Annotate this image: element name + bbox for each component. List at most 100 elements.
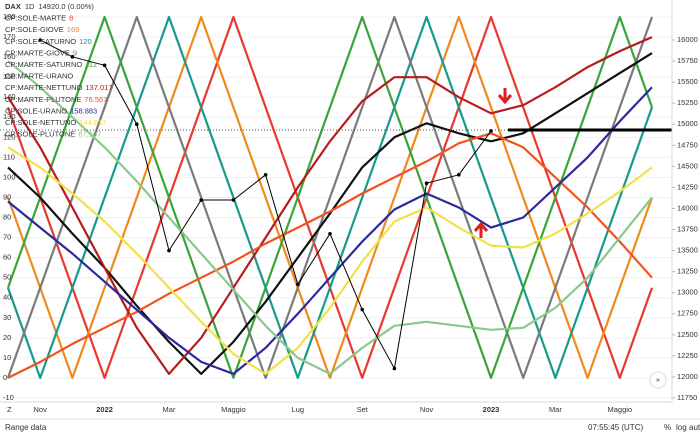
legend: CP:SOLE-MARTE 8 CP:SOLE-GIOVE 169 CP:SOLE-SA… xyxy=(5,14,113,139)
scroll-icon[interactable]: » xyxy=(656,375,660,384)
legend-entry: CP:MARTE-PLUTONE 76.567 xyxy=(5,95,107,104)
legend-entry: CP:MARTE-URANO xyxy=(5,72,73,81)
legend-value: 87.167 xyxy=(78,130,101,139)
y-tick-label: 50 xyxy=(3,273,11,282)
legend-value: 144.617 xyxy=(79,118,106,127)
y-tick-label: 170 xyxy=(3,32,16,41)
y-tick-label: 100 xyxy=(3,172,16,181)
series-line xyxy=(7,36,653,375)
legend-name: CP:MARTE-URANO xyxy=(5,72,73,81)
x-tick-label: Lug xyxy=(292,405,305,414)
series-line xyxy=(7,146,653,375)
x-tick-label: Nov xyxy=(34,405,48,414)
x-tick-label: Mar xyxy=(163,405,176,414)
y2-tick-label: 13750 xyxy=(677,225,698,234)
percent-toggle[interactable]: % xyxy=(664,423,671,432)
data-point xyxy=(199,198,203,202)
legend-entry: CP:SOLE-URANO 158.883 xyxy=(5,106,97,115)
legend-entry: CP:MARTE-GIOVE 9 xyxy=(5,48,77,57)
y-tick-label: 160 xyxy=(3,52,16,61)
y-tick-label: 90 xyxy=(3,192,11,201)
legend-title-row: DAX 1D 14920.0 (0.00%) xyxy=(5,2,94,11)
legend-name: CP:SOLE-SATURNO xyxy=(5,37,76,46)
y2-tick-label: 15750 xyxy=(677,56,698,65)
legend-name: CP:SOLE-GIOVE xyxy=(5,25,64,34)
legend-name: CP:MARTE-SATURNO xyxy=(5,60,82,69)
x-tick-label: 2023 xyxy=(483,405,500,414)
y2-tick-label: 12750 xyxy=(677,309,698,318)
data-point xyxy=(231,198,236,202)
legend-value: 8 xyxy=(69,14,73,23)
data-point xyxy=(70,55,75,59)
y2-tick-label: 13000 xyxy=(677,288,698,297)
x-tick-label: Nov xyxy=(420,405,434,414)
y-tick-label: 110 xyxy=(3,152,15,161)
y-tick-label: 30 xyxy=(3,313,11,322)
data-point xyxy=(392,366,397,371)
legend-name: CP:SOLE-NETTUNO xyxy=(5,118,76,127)
legend-entry: CP:SOLE-MARTE 8 xyxy=(5,14,73,23)
series-line xyxy=(6,15,654,379)
y2-tick-label: 13250 xyxy=(677,267,698,276)
data-point xyxy=(360,307,365,312)
legend-value: 76.567 xyxy=(84,95,107,104)
legend-name: CP:SOLE-URANO xyxy=(5,106,67,115)
range-label[interactable]: Range data xyxy=(5,423,47,432)
legend-entry: CP:MARTE-NETTUNO 137.017 xyxy=(5,83,113,92)
y-tick-label: 150 xyxy=(3,72,16,81)
y-tick-label: -10 xyxy=(3,393,14,402)
data-point xyxy=(328,231,332,236)
plot xyxy=(6,15,654,379)
x-tick-label: Maggio xyxy=(221,405,246,414)
y2-tick-label: 12000 xyxy=(677,372,698,381)
y-tick-label: 140 xyxy=(3,92,16,101)
legend-entry: CP:SOLE-SATURNO 120 xyxy=(5,37,92,46)
x-tick-label: Maggio xyxy=(607,405,632,414)
data-point xyxy=(263,172,268,177)
legend-name: CP:SOLE-PLUTONE xyxy=(5,130,75,139)
x-tick-label: 2022 xyxy=(96,405,113,414)
legend-value: 169 xyxy=(67,25,80,34)
legend-price: 14920.0 (0.00%) xyxy=(38,2,94,11)
scroll-button[interactable] xyxy=(649,371,667,389)
legend-title: DAX xyxy=(5,2,21,11)
legend-name: CP:MARTE-PLUTONE xyxy=(5,95,81,104)
data-point xyxy=(424,181,429,185)
series-line xyxy=(6,15,654,379)
y2-tick-label: 15500 xyxy=(677,77,698,86)
legend-interval: 1D xyxy=(25,2,35,11)
y2-tick-label: 14500 xyxy=(677,161,698,170)
x-tick-label: Mar xyxy=(549,405,562,414)
y-tick-label: 20 xyxy=(3,333,11,342)
series-line xyxy=(6,15,654,379)
y2-tick-label: 13500 xyxy=(677,246,698,255)
y2-tick-label: 14750 xyxy=(677,140,698,149)
legend-value: 120 xyxy=(79,37,92,46)
y-tick-label: 10 xyxy=(3,353,11,362)
y2-tick-label: 12250 xyxy=(677,351,698,360)
y-tick-label: 120 xyxy=(3,132,16,141)
legend-name: CP:MARTE-NETTUNO xyxy=(5,83,83,92)
y2-tick-label: 12500 xyxy=(677,330,698,339)
y2-tick-label: 11750 xyxy=(677,393,697,402)
legend-entry: CP:SOLE-GIOVE 169 xyxy=(5,25,79,34)
legend-entry: CP:SOLE-PLUTONE 87.167 xyxy=(5,130,101,139)
y-tick-label: 0 xyxy=(3,373,7,382)
log-toggle[interactable]: log xyxy=(676,423,687,432)
y-tick-label: 180 xyxy=(3,12,16,21)
zoom-icon[interactable]: Z xyxy=(7,405,12,414)
data-point xyxy=(296,282,300,287)
legend-value: 112 xyxy=(85,60,97,69)
x-tick-label: Set xyxy=(357,405,369,414)
series-line xyxy=(7,86,653,375)
series-line xyxy=(7,52,653,375)
legend-value: 137.017 xyxy=(85,83,112,92)
data-point xyxy=(102,63,107,68)
y2-tick-label: 15250 xyxy=(677,98,698,107)
y-tick-label: 130 xyxy=(3,112,16,121)
arrow-up xyxy=(473,221,489,238)
data-point xyxy=(489,129,493,133)
auto-toggle[interactable]: auto xyxy=(689,423,700,432)
y-tick-label: 40 xyxy=(3,293,11,302)
